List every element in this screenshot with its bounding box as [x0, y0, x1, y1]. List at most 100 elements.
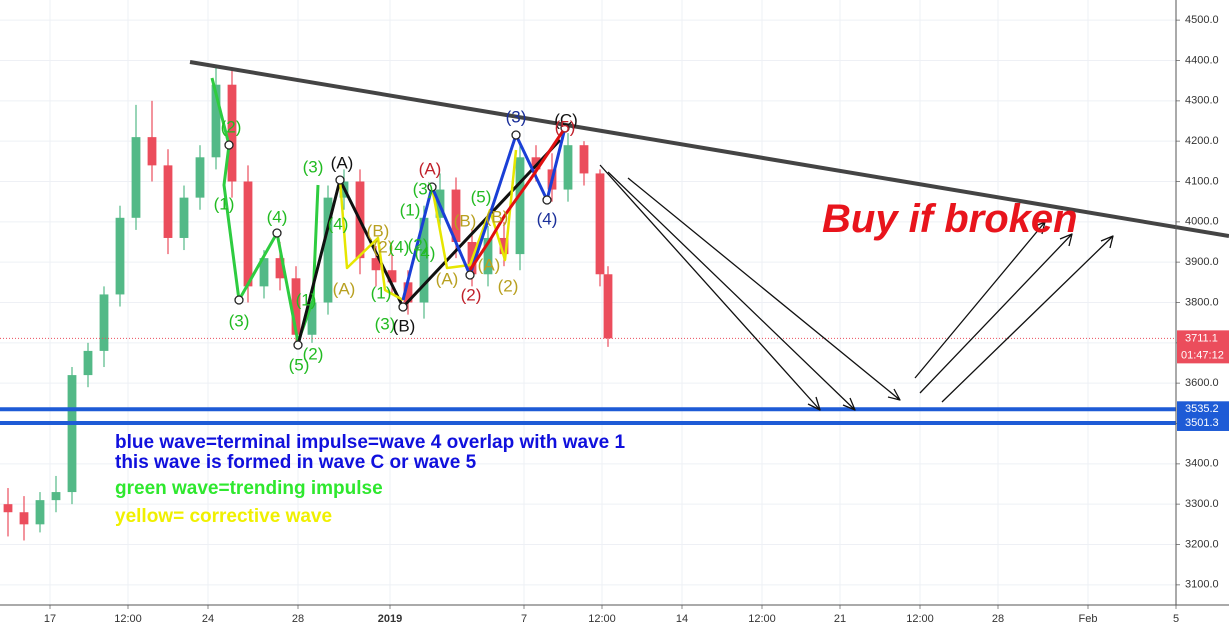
candle-body — [371, 258, 381, 271]
wave-label: (2) — [408, 235, 429, 254]
candle-body — [563, 145, 573, 190]
point — [427, 182, 437, 192]
candle-body — [211, 84, 221, 158]
point — [465, 270, 475, 280]
candles — [0, 64, 1176, 541]
wave-label: (C) — [554, 110, 578, 129]
x-tick-label: 28 — [992, 613, 1004, 625]
y-tick-label: 3100.0 — [1185, 579, 1219, 591]
candle-body — [419, 217, 429, 303]
wave-label: (2) — [461, 285, 482, 304]
x-tick-label: 21 — [834, 613, 846, 625]
x-tick-label: 12:00 — [588, 613, 616, 625]
point — [234, 295, 244, 305]
arrow — [919, 233, 1073, 394]
candle-body — [275, 258, 285, 279]
wave-points — [224, 123, 570, 350]
candle-body — [243, 181, 253, 287]
point — [398, 302, 408, 312]
candle-body — [195, 157, 205, 198]
x-tick-label: 7 — [521, 613, 527, 625]
arrow — [627, 177, 901, 401]
wave-label: (B) — [393, 316, 416, 335]
drawings — [189, 60, 1229, 411]
yellow-wave — [338, 179, 404, 302]
wave-label: (1) — [371, 283, 392, 302]
arrow — [941, 235, 1114, 403]
candle-body — [603, 274, 613, 339]
wave-label: (4) — [389, 237, 410, 256]
note: blue wave=terminal impulse=wave 4 overla… — [115, 432, 625, 453]
wave-labels: (2) (1) (3) (4) (1) (2) (5) (3) (A) (4) … — [214, 107, 578, 374]
wave-label: (5) — [471, 187, 492, 206]
wave-label: (A) — [478, 255, 501, 274]
x-tick-label: 28 — [292, 613, 304, 625]
candle-body — [515, 157, 525, 255]
wave-label: (B) — [367, 221, 390, 240]
candle-body — [259, 258, 269, 287]
x-tick-label: Feb — [1079, 613, 1098, 625]
price-tag-label: 3535.2 — [1185, 403, 1219, 415]
x-tick-label: 17 — [44, 613, 56, 625]
candle-body — [499, 237, 509, 255]
wave-label: (A) — [333, 279, 356, 298]
candle-body — [131, 137, 141, 218]
point — [272, 228, 282, 238]
candle-body — [451, 189, 461, 242]
y-tick-label: 4100.0 — [1185, 175, 1219, 187]
x-tick-label: 12:00 — [906, 613, 934, 625]
point — [560, 123, 570, 133]
wave-label: (A) — [419, 159, 442, 178]
wave-label: (4) — [415, 243, 436, 262]
wave-label: (2) — [498, 276, 519, 295]
y-tick-label: 3800.0 — [1185, 296, 1219, 308]
candle-body — [51, 492, 61, 501]
x-tick-label: 24 — [202, 613, 214, 625]
candle-body — [35, 500, 45, 525]
wave-label: (1) — [214, 194, 235, 213]
yellow-wave — [430, 149, 518, 270]
arrows — [599, 164, 1114, 411]
candle-body — [147, 137, 157, 166]
y-tick-label: 3400.0 — [1185, 458, 1219, 470]
price-tag-label: 3501.3 — [1185, 417, 1219, 429]
wave-label: (B) — [486, 207, 509, 226]
note: this wave is formed in wave C or wave 5 — [115, 452, 477, 473]
price-tag — [1177, 414, 1229, 431]
wave-label: (1) — [400, 200, 421, 219]
candle-body — [579, 145, 589, 174]
y-tick-label: 4000.0 — [1185, 216, 1219, 228]
candle-body — [291, 278, 301, 335]
x-tick-label: 5 — [1173, 613, 1179, 625]
red-wave — [468, 127, 567, 271]
wave-label: (4) — [267, 207, 288, 226]
wave-label: (3) — [375, 314, 396, 333]
point — [542, 195, 552, 205]
x-tick-label: 14 — [676, 613, 688, 625]
x-tick-label: 2019 — [378, 613, 402, 625]
y-tick-label: 4200.0 — [1185, 135, 1219, 147]
wave-label: (2) — [303, 344, 324, 363]
candle-body — [307, 302, 317, 335]
countdown-label: 01:47:12 — [1181, 349, 1224, 361]
y-tick-label: 3200.0 — [1185, 538, 1219, 550]
wave-label: (3) — [413, 179, 434, 198]
point — [224, 140, 234, 150]
arrow — [914, 221, 1046, 379]
note: green wave=trending impulse — [115, 478, 383, 499]
candle-body — [595, 173, 605, 275]
candle-body — [483, 237, 493, 275]
price-tag — [1177, 401, 1229, 418]
y-tick-label: 4300.0 — [1185, 95, 1219, 107]
candle-body — [99, 294, 109, 351]
candle-body — [3, 504, 13, 513]
wave-label: (3) — [229, 311, 250, 330]
candle-body — [387, 270, 397, 283]
y-tick-label: 4400.0 — [1185, 54, 1219, 66]
blue-wave — [401, 127, 567, 301]
annotation: Buy if broken — [822, 197, 1078, 241]
candle-body — [179, 197, 189, 238]
x-tick-label: 12:00 — [748, 613, 776, 625]
price-tag-label: 3711.1 — [1185, 332, 1218, 344]
